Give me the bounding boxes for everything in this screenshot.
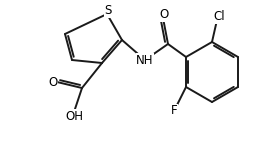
Text: NH: NH — [136, 53, 154, 66]
Text: S: S — [104, 4, 112, 17]
Text: OH: OH — [65, 110, 83, 123]
Text: O: O — [49, 76, 58, 89]
Text: O: O — [159, 8, 169, 21]
Text: F: F — [171, 105, 177, 118]
Text: Cl: Cl — [213, 10, 225, 23]
